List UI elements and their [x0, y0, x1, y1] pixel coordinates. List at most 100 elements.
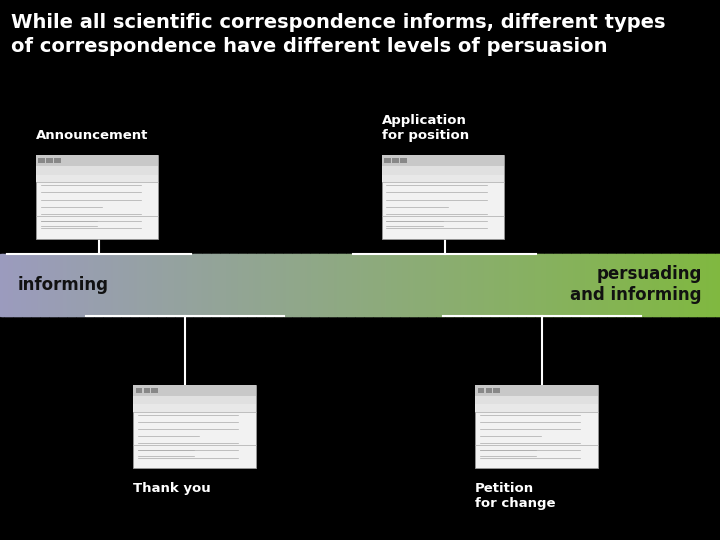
- Bar: [193, 254, 195, 316]
- Bar: [217, 254, 220, 316]
- Bar: [464, 254, 467, 316]
- Bar: [225, 254, 228, 316]
- Bar: [428, 254, 431, 316]
- Bar: [143, 388, 150, 393]
- Bar: [73, 254, 76, 316]
- Bar: [347, 254, 350, 316]
- Bar: [227, 254, 230, 316]
- Bar: [371, 254, 373, 316]
- Bar: [400, 158, 407, 163]
- Bar: [539, 254, 541, 316]
- Bar: [702, 254, 704, 316]
- Bar: [668, 254, 670, 316]
- Bar: [333, 254, 336, 316]
- Bar: [569, 254, 572, 316]
- Bar: [671, 254, 674, 316]
- Bar: [524, 254, 526, 316]
- Bar: [155, 254, 158, 316]
- Bar: [521, 254, 523, 316]
- Text: informing: informing: [18, 276, 109, 294]
- Bar: [283, 254, 285, 316]
- Bar: [281, 254, 284, 316]
- Bar: [648, 254, 651, 316]
- Bar: [198, 254, 201, 316]
- Bar: [497, 254, 499, 316]
- Bar: [634, 254, 636, 316]
- Bar: [323, 254, 325, 316]
- Bar: [482, 254, 485, 316]
- Bar: [433, 254, 436, 316]
- Bar: [626, 254, 629, 316]
- Bar: [248, 254, 251, 316]
- Bar: [99, 254, 102, 316]
- Bar: [203, 254, 206, 316]
- Bar: [713, 254, 715, 316]
- Bar: [454, 254, 456, 316]
- Bar: [481, 254, 483, 316]
- Bar: [238, 254, 240, 316]
- Bar: [625, 254, 627, 316]
- Bar: [85, 254, 87, 316]
- Bar: [565, 254, 568, 316]
- Bar: [448, 254, 451, 316]
- Bar: [279, 254, 282, 316]
- Bar: [107, 254, 109, 316]
- Bar: [469, 254, 472, 316]
- Bar: [112, 254, 114, 316]
- Bar: [531, 254, 534, 316]
- Text: While all scientific correspondence informs, different types
of correspondence h: While all scientific correspondence info…: [11, 14, 665, 56]
- Bar: [374, 254, 377, 316]
- Bar: [72, 254, 75, 316]
- Bar: [540, 254, 543, 316]
- Bar: [109, 254, 112, 316]
- Bar: [0, 254, 3, 316]
- Bar: [397, 254, 400, 316]
- Bar: [143, 254, 145, 316]
- Bar: [140, 254, 143, 316]
- Bar: [162, 254, 165, 316]
- Bar: [45, 254, 48, 316]
- Bar: [518, 254, 521, 316]
- Bar: [202, 254, 204, 316]
- Bar: [184, 254, 186, 316]
- Bar: [92, 254, 94, 316]
- Bar: [158, 254, 161, 316]
- Bar: [124, 254, 127, 316]
- Text: Thank you: Thank you: [133, 482, 211, 495]
- Bar: [138, 254, 141, 316]
- Bar: [209, 254, 212, 316]
- Bar: [716, 254, 719, 316]
- Bar: [382, 166, 504, 174]
- Bar: [313, 254, 315, 316]
- Bar: [461, 254, 464, 316]
- Bar: [101, 254, 104, 316]
- Bar: [38, 158, 45, 163]
- Bar: [216, 254, 219, 316]
- Bar: [486, 254, 489, 316]
- Bar: [32, 254, 35, 316]
- Bar: [304, 254, 307, 316]
- Bar: [128, 254, 130, 316]
- Bar: [63, 254, 66, 316]
- Bar: [54, 254, 57, 316]
- Bar: [272, 254, 274, 316]
- Bar: [114, 254, 116, 316]
- Bar: [662, 254, 665, 316]
- Bar: [389, 254, 392, 316]
- Bar: [46, 158, 53, 163]
- Bar: [510, 254, 512, 316]
- Bar: [29, 254, 32, 316]
- Bar: [317, 254, 320, 316]
- Bar: [11, 254, 13, 316]
- Bar: [356, 254, 359, 316]
- Bar: [505, 254, 508, 316]
- Bar: [556, 254, 559, 316]
- Bar: [603, 254, 606, 316]
- Bar: [541, 254, 544, 316]
- Bar: [359, 254, 361, 316]
- Bar: [714, 254, 717, 316]
- Bar: [342, 254, 344, 316]
- Bar: [475, 254, 478, 316]
- Bar: [628, 254, 631, 316]
- Bar: [618, 254, 620, 316]
